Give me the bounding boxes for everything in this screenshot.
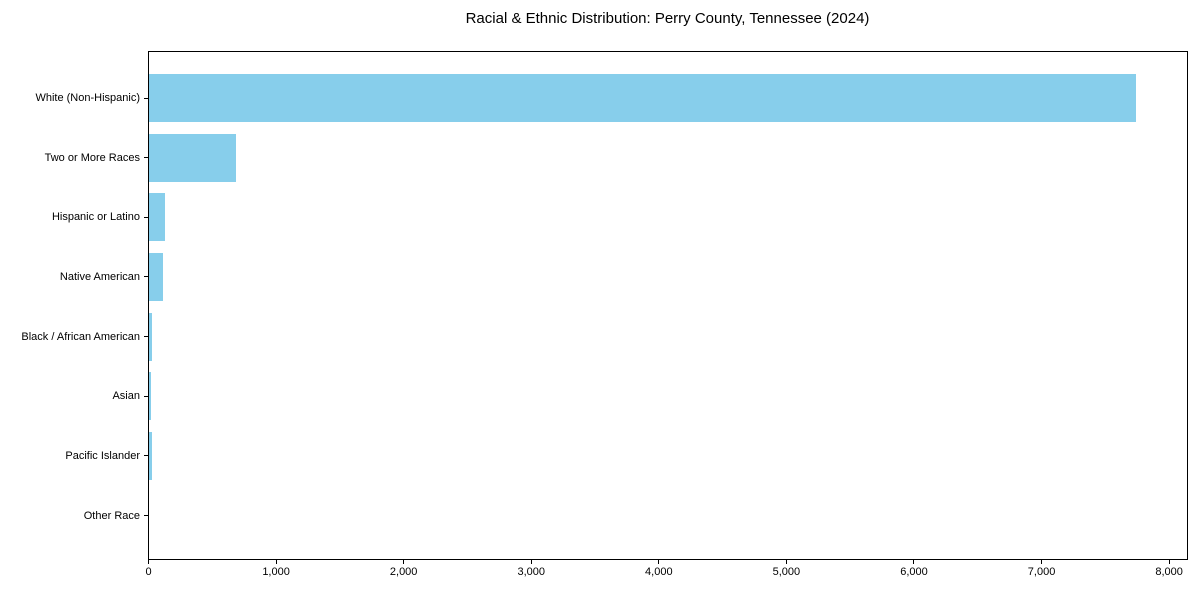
y-axis-label-two-or-more-races: Two or More Races	[44, 151, 140, 164]
x-axis-label-1000: 1,000	[262, 566, 290, 578]
y-tick	[144, 336, 148, 338]
x-tick	[530, 560, 532, 564]
y-axis-label-pacific-islander: Pacific Islander	[65, 449, 140, 462]
plot-area	[148, 51, 1188, 560]
bar-asian	[149, 372, 152, 421]
x-tick	[148, 560, 149, 564]
x-tick	[1168, 560, 1170, 564]
y-axis-label-native-american: Native American	[59, 270, 140, 283]
x-axis-label-3000: 3,000	[517, 566, 545, 578]
y-axis-label-hispanic-or-latino: Hispanic or Latino	[51, 211, 140, 224]
y-tick	[144, 157, 148, 159]
y-axis-label-white-non-hispanic: White (Non-Hispanic)	[35, 92, 140, 104]
x-tick	[913, 560, 915, 564]
y-axis-label-other-race: Other Race	[83, 509, 140, 522]
y-axis-label-asian: Asian	[112, 390, 140, 403]
x-axis-label-6000: 6,000	[900, 566, 928, 578]
bar-hispanic-or-latino	[149, 193, 165, 242]
bar-white-non-hispanic	[149, 74, 1137, 122]
y-tick	[144, 515, 148, 517]
x-tick	[1041, 560, 1043, 564]
x-axis-label-0: 0	[145, 566, 152, 578]
x-tick	[403, 560, 405, 564]
chart-title: Racial & Ethnic Distribution: Perry Coun…	[465, 10, 870, 27]
x-axis-label-7000: 7,000	[1027, 566, 1056, 578]
y-tick	[144, 455, 148, 457]
bar-pacific-islander	[149, 431, 152, 480]
x-tick	[658, 560, 660, 564]
x-tick	[785, 560, 787, 564]
bar-two-or-more-races	[149, 133, 236, 182]
y-tick	[144, 276, 148, 278]
y-tick	[144, 395, 148, 397]
x-axis-label-2000: 2,000	[389, 566, 418, 578]
x-axis-label-5000: 5,000	[772, 566, 801, 578]
bar-black-african-american	[149, 312, 153, 361]
bar-native-american	[149, 252, 164, 301]
x-axis-label-4000: 4,000	[645, 566, 673, 578]
x-tick	[275, 560, 277, 564]
y-tick	[144, 97, 148, 99]
y-axis-label-black-african-american: Black / African American	[21, 330, 140, 343]
y-tick	[144, 216, 148, 218]
x-axis-label-8000: 8,000	[1155, 566, 1183, 578]
